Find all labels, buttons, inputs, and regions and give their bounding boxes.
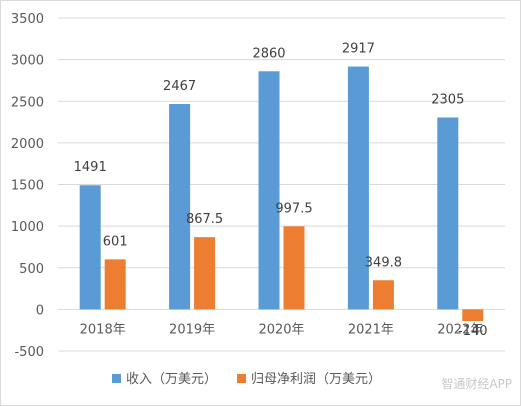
bars bbox=[79, 66, 484, 322]
revenue-bar bbox=[258, 71, 280, 310]
revenue-data-label: 2917 bbox=[342, 42, 375, 57]
revenue-data-label: 2467 bbox=[163, 79, 196, 94]
legend-swatch-net-profit bbox=[237, 374, 247, 383]
net-profit-data-label: 601 bbox=[103, 234, 128, 249]
y-tick-label: 2000 bbox=[11, 137, 44, 152]
net-profit-data-label: 997.5 bbox=[275, 201, 312, 216]
y-tick-label: 3500 bbox=[11, 12, 44, 27]
legend-label-net-profit: 归母净利润（万美元） bbox=[251, 372, 381, 387]
revenue-data-label: 2860 bbox=[252, 46, 285, 61]
data-labels: 1491 601 2467 867.5 2860 997.5 2917 349.8 2305 -1… bbox=[74, 42, 488, 339]
x-tick-label: 2020年 bbox=[258, 322, 304, 337]
y-tick-label: 0 bbox=[36, 303, 44, 318]
net-profit-bar bbox=[462, 309, 484, 322]
net-profit-data-label: 349.8 bbox=[365, 255, 402, 270]
revenue-data-label: 2305 bbox=[431, 92, 464, 107]
net-profit-bar bbox=[372, 280, 394, 310]
revenue-bar bbox=[79, 185, 101, 310]
revenue-bar bbox=[437, 117, 459, 310]
x-tick-label: 2022年 bbox=[437, 322, 483, 337]
y-tick-label: 2500 bbox=[11, 95, 44, 110]
grid-lines bbox=[58, 17, 505, 352]
x-axis: 2018年 2019年 2020年 2021年 2022年 bbox=[80, 322, 484, 337]
y-axis: -500 0 500 1000 1500 2000 2500 3000 3500 bbox=[11, 12, 44, 360]
x-tick-label: 2021年 bbox=[348, 322, 394, 337]
net-profit-bar bbox=[194, 237, 216, 310]
net-profit-bar bbox=[104, 259, 126, 310]
revenue-bar bbox=[347, 66, 369, 310]
x-tick-label: 2018年 bbox=[80, 322, 126, 337]
legend-label-revenue: 收入（万美元） bbox=[126, 372, 217, 387]
net-profit-bar bbox=[283, 226, 305, 310]
revenue-data-label: 1491 bbox=[74, 160, 107, 175]
y-tick-label: -500 bbox=[14, 345, 44, 360]
legend-swatch-revenue bbox=[112, 374, 121, 383]
watermark-text: 智通财经APP bbox=[441, 376, 512, 391]
net-profit-data-label: 867.5 bbox=[186, 212, 223, 227]
x-tick-label: 2019年 bbox=[169, 322, 215, 337]
net-profit-data-label: -140 bbox=[458, 324, 488, 339]
revenue-bar bbox=[169, 103, 191, 310]
y-tick-label: 1000 bbox=[11, 220, 44, 235]
y-tick-label: 500 bbox=[19, 262, 44, 277]
y-tick-label: 1500 bbox=[11, 179, 44, 194]
legend: 收入（万美元） 归母净利润（万美元） bbox=[112, 372, 381, 387]
y-tick-label: 3000 bbox=[11, 54, 44, 69]
